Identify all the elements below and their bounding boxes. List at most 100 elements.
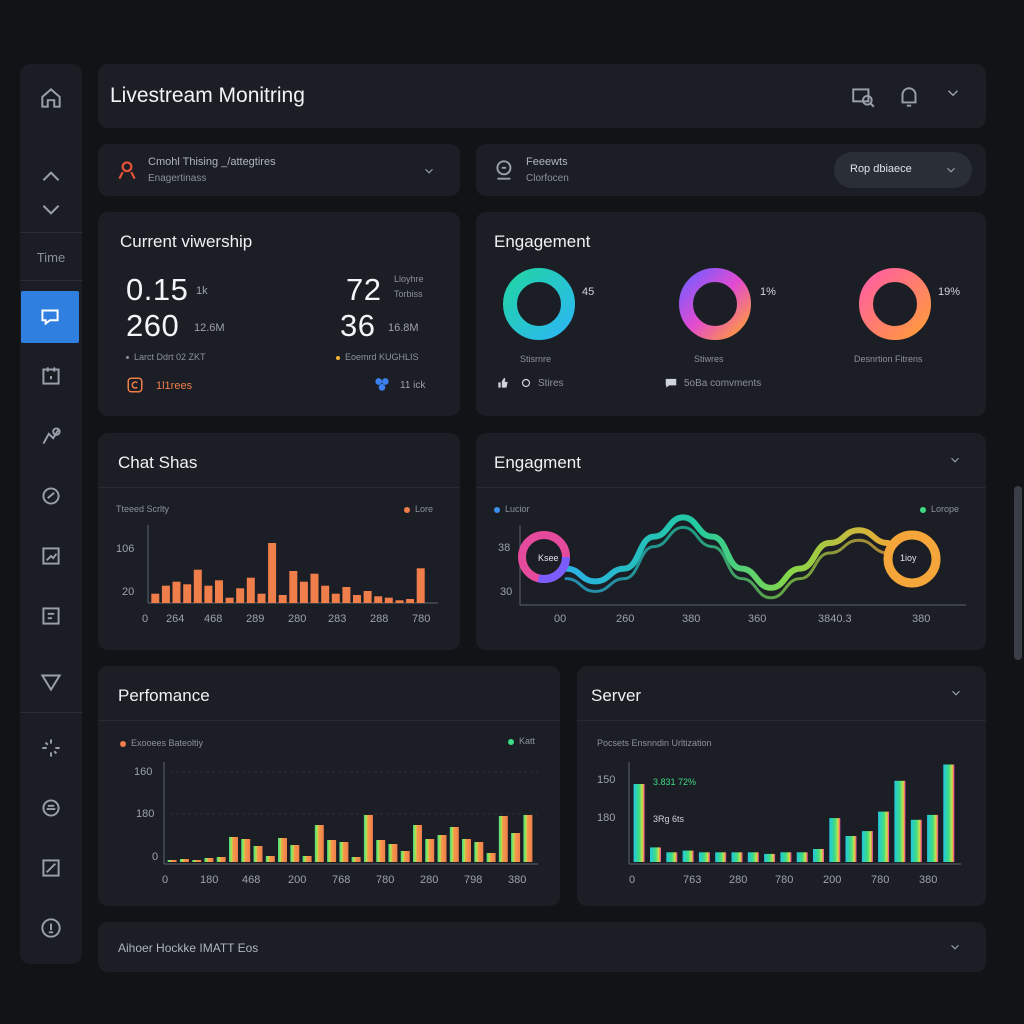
- chart-bar: [253, 846, 263, 862]
- filter-right-sublabel: Clorfocen: [526, 173, 569, 184]
- viewer-caption-left: Larct Ddrt 02 ZKT: [126, 352, 206, 362]
- chevron-down-icon[interactable]: [422, 164, 436, 178]
- shares-icon: [520, 376, 532, 388]
- server-xtick: 380: [919, 874, 938, 886]
- sidebar-divider: [20, 712, 82, 713]
- chart-bar: [486, 853, 496, 862]
- engagement-title: Engagement: [494, 232, 591, 251]
- viewership-title: Current viwership: [120, 232, 253, 251]
- menu-chevron-icon[interactable]: [944, 84, 962, 102]
- perf-legend-left-text: Exooees Bateoltiy: [131, 738, 204, 748]
- chart-bar: [406, 599, 415, 603]
- wave-start-label: Ksee: [538, 553, 559, 563]
- stream-icon: [126, 376, 144, 394]
- idea-icon[interactable]: [21, 902, 81, 954]
- footer-bar[interactable]: Aihoer Hockke IMATT Eos: [98, 922, 986, 972]
- chart-bar: [225, 597, 234, 603]
- chart-bar: [511, 833, 521, 862]
- wave-legend-right-text: Lorope: [931, 504, 960, 514]
- likes-icon: [496, 376, 510, 390]
- chart-bar: [216, 857, 226, 862]
- chevron-down-icon: [944, 163, 958, 177]
- chart-bar: [302, 856, 312, 862]
- wave-legend-left: Lucior: [494, 504, 530, 514]
- perf-xtick: 180: [200, 874, 219, 886]
- filter-left[interactable]: Cmohl Thising _/attegtires Enagertinass: [98, 144, 460, 196]
- chat-xtick: 780: [412, 613, 431, 625]
- chart-bar: [698, 852, 710, 863]
- chart-bar: [374, 596, 383, 603]
- filter-icon[interactable]: [21, 656, 81, 708]
- trend-icon[interactable]: [21, 530, 81, 582]
- perf-xtick: 280: [420, 874, 439, 886]
- refresh-icon[interactable]: [21, 470, 81, 522]
- chart-bar: [395, 600, 404, 603]
- chevron-down-icon[interactable]: [21, 192, 81, 226]
- scrollbar[interactable]: [1014, 486, 1022, 660]
- card-divider: [577, 720, 986, 721]
- home-icon[interactable]: [21, 72, 81, 124]
- chart-bar: [339, 842, 349, 862]
- chat-xtick: 288: [370, 613, 389, 625]
- perf-legend-right-text: Katt: [519, 736, 536, 746]
- chat-xtick: 280: [288, 613, 307, 625]
- search-icon[interactable]: [850, 84, 876, 110]
- chart-bar: [314, 825, 324, 862]
- engagement-rings-svg: [503, 268, 931, 340]
- chart-bar: [462, 839, 471, 862]
- edit-icon[interactable]: [21, 842, 81, 894]
- performance-chart-svg: [163, 762, 538, 865]
- range-dropdown[interactable]: Rop dbiaece: [834, 152, 972, 188]
- chart-bar: [633, 784, 645, 862]
- chart-bar: [241, 839, 251, 862]
- engagement-card: Engagement 45 1% 19% Stisrnre Stiwres De…: [476, 212, 986, 416]
- analytics-icon[interactable]: [21, 410, 81, 462]
- engagement-wave-card: Engagment Lucior Lorope Ksee 1ioy 38 30 …: [476, 433, 986, 650]
- chevron-down-icon[interactable]: [948, 940, 962, 954]
- chart-bar: [425, 839, 435, 862]
- chat-xtick: 289: [246, 613, 265, 625]
- chevron-down-icon[interactable]: [949, 686, 963, 700]
- ring-2-value: 1%: [760, 286, 776, 298]
- report-icon[interactable]: [21, 590, 81, 642]
- calendar-icon[interactable]: [21, 350, 81, 402]
- server-card: Server Pocsets Ensnndin Urltization 3.83…: [577, 666, 986, 906]
- chart-bar: [246, 577, 255, 603]
- viewer-caption-right: Eoemrd KUGHLIS: [336, 352, 419, 362]
- chat-icon[interactable]: [21, 291, 79, 343]
- engagement-footer-right: 5oBa comvments: [684, 378, 762, 389]
- wave-xtick: 260: [616, 613, 635, 625]
- support-icon[interactable]: [21, 782, 81, 834]
- engagement-series-line: [563, 514, 891, 591]
- chart-bar: [353, 595, 361, 603]
- range-dropdown-label: Rop dbiaece: [850, 163, 912, 175]
- wave-end-label: 1ioy: [900, 553, 917, 563]
- server-subtitle: Pocsets Ensnndin Urltization: [597, 738, 712, 748]
- filter-right[interactable]: Feeewts Clorfocen Rop dbiaece: [476, 144, 986, 196]
- chart-bar: [796, 852, 808, 863]
- viewer-unit-3a: Lloyhre: [394, 274, 424, 284]
- chevron-up-icon[interactable]: [21, 160, 81, 194]
- engagement-wave-svg: [518, 514, 966, 606]
- chart-bar: [384, 597, 393, 603]
- viewer-value-2: 260: [126, 308, 180, 343]
- chat-ytick-2: 20: [122, 586, 135, 598]
- chart-bar: [437, 835, 447, 862]
- chart-bar: [813, 849, 824, 862]
- perf-ytick-1: 160: [134, 766, 153, 778]
- viewer-unit-4: 16.8M: [388, 322, 419, 334]
- viewer-caption-right-text: Eoemrd KUGHLIS: [345, 352, 419, 362]
- chart-bar: [747, 852, 759, 863]
- chart-bar: [278, 595, 287, 603]
- wave-xtick: 00: [554, 613, 567, 625]
- chart-bar: [268, 543, 277, 603]
- page-title: Livestream Monitring: [110, 84, 305, 107]
- network-icon[interactable]: [21, 722, 81, 774]
- chart-bar: [413, 825, 422, 862]
- chart-bar: [172, 581, 181, 603]
- performance-card: Perfomance Exooees Bateoltiy Katt 160 18…: [98, 666, 560, 906]
- chevron-down-icon[interactable]: [948, 453, 962, 467]
- viewer-unit-3b: Torbiss: [394, 289, 423, 299]
- perf-ytick-2: 180: [136, 808, 155, 820]
- notification-icon[interactable]: [896, 84, 922, 110]
